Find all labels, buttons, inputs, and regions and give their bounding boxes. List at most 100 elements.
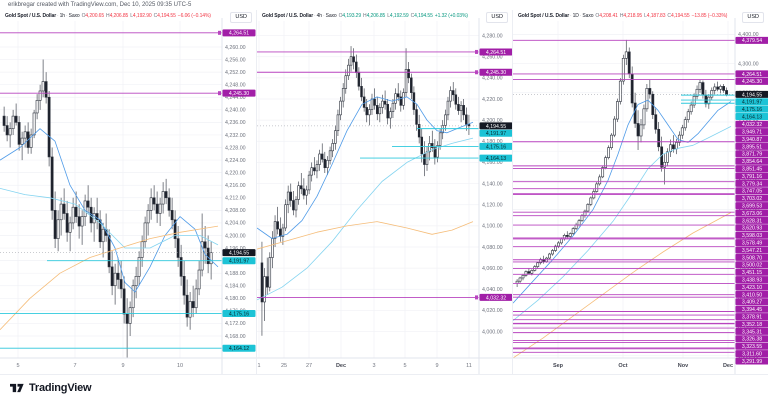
ma-line-fast[interactable] xyxy=(513,99,732,304)
level-price-label[interactable] xyxy=(735,179,768,187)
timeframe-label[interactable]: 1h xyxy=(59,13,65,19)
ma-line-mid[interactable] xyxy=(0,188,219,249)
level-price-label[interactable] xyxy=(735,194,768,202)
level-price-label[interactable] xyxy=(735,335,768,343)
level-price-label[interactable] xyxy=(735,128,768,136)
symbol-title[interactable]: Gold Spot / U.S. Dollar xyxy=(518,13,570,19)
chart-panel-4h[interactable]: Gold Spot / U.S. Dollar·4h·Saxo O4,193.29… xyxy=(256,10,513,374)
timeframe-label[interactable]: 1D xyxy=(572,13,579,19)
ohlc-key-o: O xyxy=(595,13,600,19)
svg-text:3,410.50: 3,410.50 xyxy=(742,292,762,298)
exchange-label[interactable]: Saxo xyxy=(582,13,594,19)
currency-unit-button[interactable]: USD xyxy=(230,12,252,23)
price-axis[interactable]: 4,260.00 4,256.00 4,252.00 4,248.00 4,244.00… xyxy=(222,29,256,352)
level-price-label[interactable] xyxy=(735,172,768,180)
ma-line-mid[interactable] xyxy=(513,126,732,321)
level-price-label[interactable] xyxy=(222,310,256,318)
svg-text:4,300.00: 4,300.00 xyxy=(738,61,759,67)
time-axis[interactable]: Sep Oct Nov Dec xyxy=(553,363,733,369)
level-price-label[interactable] xyxy=(735,135,768,143)
level-price-label[interactable] xyxy=(735,357,768,365)
level-price-label[interactable] xyxy=(735,261,768,269)
svg-text:25: 25 xyxy=(281,363,287,369)
level-price-label[interactable] xyxy=(735,313,768,321)
level-price-label[interactable] xyxy=(735,150,768,158)
level-price-label[interactable] xyxy=(479,142,513,150)
level-price-label[interactable] xyxy=(735,113,768,121)
price-axis[interactable]: 4,280.00 4,260.00 4,240.00 4,220.00 4,200.00… xyxy=(479,33,513,335)
level-price-label[interactable] xyxy=(479,129,513,137)
horizontal-line-drawings[interactable] xyxy=(0,30,222,349)
horizontal-line-drawings[interactable] xyxy=(257,49,479,300)
ma-line-fast[interactable] xyxy=(0,128,219,293)
level-price-label[interactable] xyxy=(222,344,256,352)
timeframe-label[interactable]: 4h xyxy=(316,13,322,19)
price-change: −13.85 (−0.33%) xyxy=(691,13,728,19)
symbol-title[interactable]: Gold Spot / U.S. Dollar xyxy=(5,13,57,19)
currency-unit-button[interactable]: USD xyxy=(742,12,764,23)
current-price-label[interactable] xyxy=(479,122,513,130)
chart-panel-1d[interactable]: Gold Spot / U.S. Dollar·1D·Saxo O4,208.41… xyxy=(512,10,768,374)
level-price-label[interactable] xyxy=(735,77,768,85)
level-price-label[interactable] xyxy=(479,48,513,56)
level-price-label[interactable] xyxy=(479,293,513,301)
svg-text:3,352.18: 3,352.18 xyxy=(742,322,762,328)
level-price-label[interactable] xyxy=(735,209,768,217)
level-price-label[interactable] xyxy=(735,268,768,276)
level-price-label[interactable] xyxy=(735,216,768,224)
svg-text:1: 1 xyxy=(257,363,260,369)
level-price-label[interactable] xyxy=(735,239,768,247)
chart-panel-1h[interactable]: Gold Spot / U.S. Dollar·1h·Saxo O4,200.65… xyxy=(0,10,256,374)
level-price-label[interactable] xyxy=(735,350,768,358)
level-price-label[interactable] xyxy=(735,70,768,78)
level-price-label[interactable] xyxy=(735,305,768,313)
level-price-label[interactable] xyxy=(222,257,256,265)
svg-text:4,200.00: 4,200.00 xyxy=(482,118,503,124)
level-price-label[interactable] xyxy=(735,342,768,350)
level-price-label[interactable] xyxy=(735,246,768,254)
chart-canvas[interactable]: 4,280.00 4,260.00 4,240.00 4,220.00 4,200.00… xyxy=(257,10,513,374)
svg-text:3,508.70: 3,508.70 xyxy=(742,255,762,261)
current-price-label[interactable] xyxy=(222,249,256,257)
level-price-label[interactable] xyxy=(735,120,768,128)
level-price-label[interactable] xyxy=(735,187,768,195)
level-price-label[interactable] xyxy=(735,202,768,210)
symbol-title[interactable]: Gold Spot / U.S. Dollar xyxy=(262,13,314,19)
time-axis[interactable]: 5 7 9 10 xyxy=(16,363,183,369)
level-price-label[interactable] xyxy=(222,89,256,97)
exchange-label[interactable]: Saxo xyxy=(68,13,80,19)
level-price-label[interactable] xyxy=(222,29,256,37)
level-price-label[interactable] xyxy=(479,68,513,76)
level-price-label[interactable] xyxy=(479,154,513,162)
svg-text:4,032.32: 4,032.32 xyxy=(486,295,506,301)
level-price-label[interactable] xyxy=(735,231,768,239)
current-price-label[interactable] xyxy=(735,90,768,98)
ohlc-key-c: C xyxy=(667,13,671,19)
level-price-label[interactable] xyxy=(735,253,768,261)
level-price-label[interactable] xyxy=(735,142,768,150)
tradingview-logo[interactable]: TradingView xyxy=(10,381,92,395)
price-axis[interactable]: 4,400.004,300.004,200.004,100.004,000.00… xyxy=(735,32,768,365)
chart-canvas[interactable]: 4,400.004,300.004,200.004,100.004,000.00… xyxy=(513,10,768,374)
level-price-label[interactable] xyxy=(735,283,768,291)
level-price-label[interactable] xyxy=(735,327,768,335)
level-price-label[interactable] xyxy=(735,36,768,44)
level-price-label[interactable] xyxy=(735,98,768,106)
time-axis[interactable]: 1 25 27 Dec 3 5 9 11 xyxy=(257,363,471,369)
level-price-label[interactable] xyxy=(735,105,768,113)
level-price-label[interactable] xyxy=(735,276,768,284)
level-price-label[interactable] xyxy=(735,290,768,298)
level-price-label[interactable] xyxy=(735,157,768,165)
ma-line-slow[interactable] xyxy=(257,221,474,250)
ma-line-slow[interactable] xyxy=(513,212,732,359)
exchange-label[interactable]: Saxo xyxy=(325,13,337,19)
svg-text:4,080.00: 4,080.00 xyxy=(482,245,503,251)
level-price-label[interactable] xyxy=(735,298,768,306)
currency-unit-button[interactable]: USD xyxy=(486,12,508,23)
ma-line-fast[interactable] xyxy=(257,96,474,239)
svg-text:3,940.87: 3,940.87 xyxy=(742,137,762,143)
chart-canvas[interactable]: 4,260.00 4,256.00 4,252.00 4,248.00 4,244.00… xyxy=(0,10,256,374)
level-price-label[interactable] xyxy=(735,320,768,328)
level-price-label[interactable] xyxy=(735,224,768,232)
level-price-label[interactable] xyxy=(735,165,768,173)
